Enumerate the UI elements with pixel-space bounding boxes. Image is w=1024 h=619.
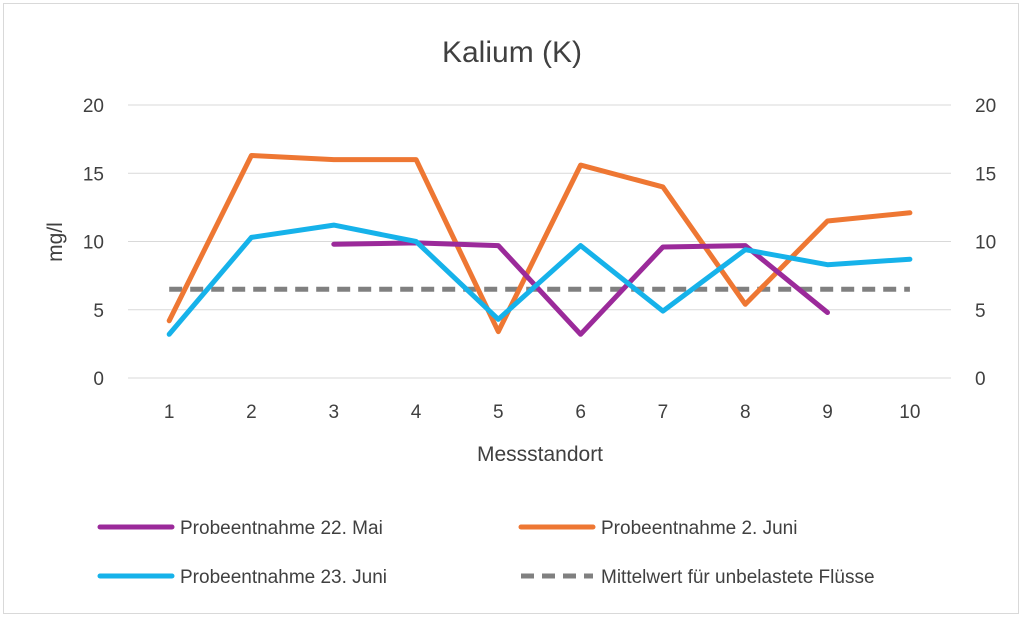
gridlines <box>128 104 951 379</box>
y-tick-label: 10 <box>83 233 104 254</box>
legend: Probeentnahme 22. Mai Probeentnahme 2. Ju… <box>97 518 875 588</box>
x-tick-label: 10 <box>899 402 920 423</box>
x-tick-label: 8 <box>740 402 751 423</box>
y-tick-label: 15 <box>83 164 104 185</box>
x-tick-label: 7 <box>658 402 669 423</box>
series-group <box>166 153 913 337</box>
chart-title: Kalium (K) <box>442 36 582 69</box>
x-tick-label: 1 <box>164 402 175 423</box>
series-line <box>166 153 913 335</box>
x-tick-label: 4 <box>411 402 422 423</box>
y-tick-label: 0 <box>93 369 104 390</box>
legend-label: Mittelwert für unbelastete Flüsse <box>601 567 875 588</box>
x-axis-title: Messstandort <box>477 443 603 466</box>
y2-tick-label: 20 <box>975 96 996 117</box>
legend-label: Probeentnahme 23. Juni <box>180 567 387 588</box>
x-tick-label: 6 <box>575 402 586 423</box>
y-axis-left: 0 5 10 15 20 <box>83 96 104 390</box>
y2-tick-label: 5 <box>975 301 986 322</box>
legend-label: Probeentnahme 2. Juni <box>601 518 797 539</box>
y2-tick-label: 15 <box>975 164 996 185</box>
y2-tick-label: 0 <box>975 369 986 390</box>
y-axis-title: mg/l <box>44 222 67 262</box>
x-tick-label: 9 <box>822 402 833 423</box>
series-line <box>166 222 913 337</box>
x-tick-label: 2 <box>246 402 257 423</box>
legend-label: Probeentnahme 22. Mai <box>180 518 383 539</box>
y-axis-right: 0 5 10 15 20 <box>975 96 996 390</box>
y-tick-label: 5 <box>93 301 104 322</box>
y-tick-label: 20 <box>83 96 104 117</box>
x-tick-label: 5 <box>493 402 504 423</box>
x-axis: 1 2 3 4 5 6 7 8 9 10 <box>164 402 921 423</box>
y2-tick-label: 10 <box>975 233 996 254</box>
x-tick-label: 3 <box>328 402 339 423</box>
